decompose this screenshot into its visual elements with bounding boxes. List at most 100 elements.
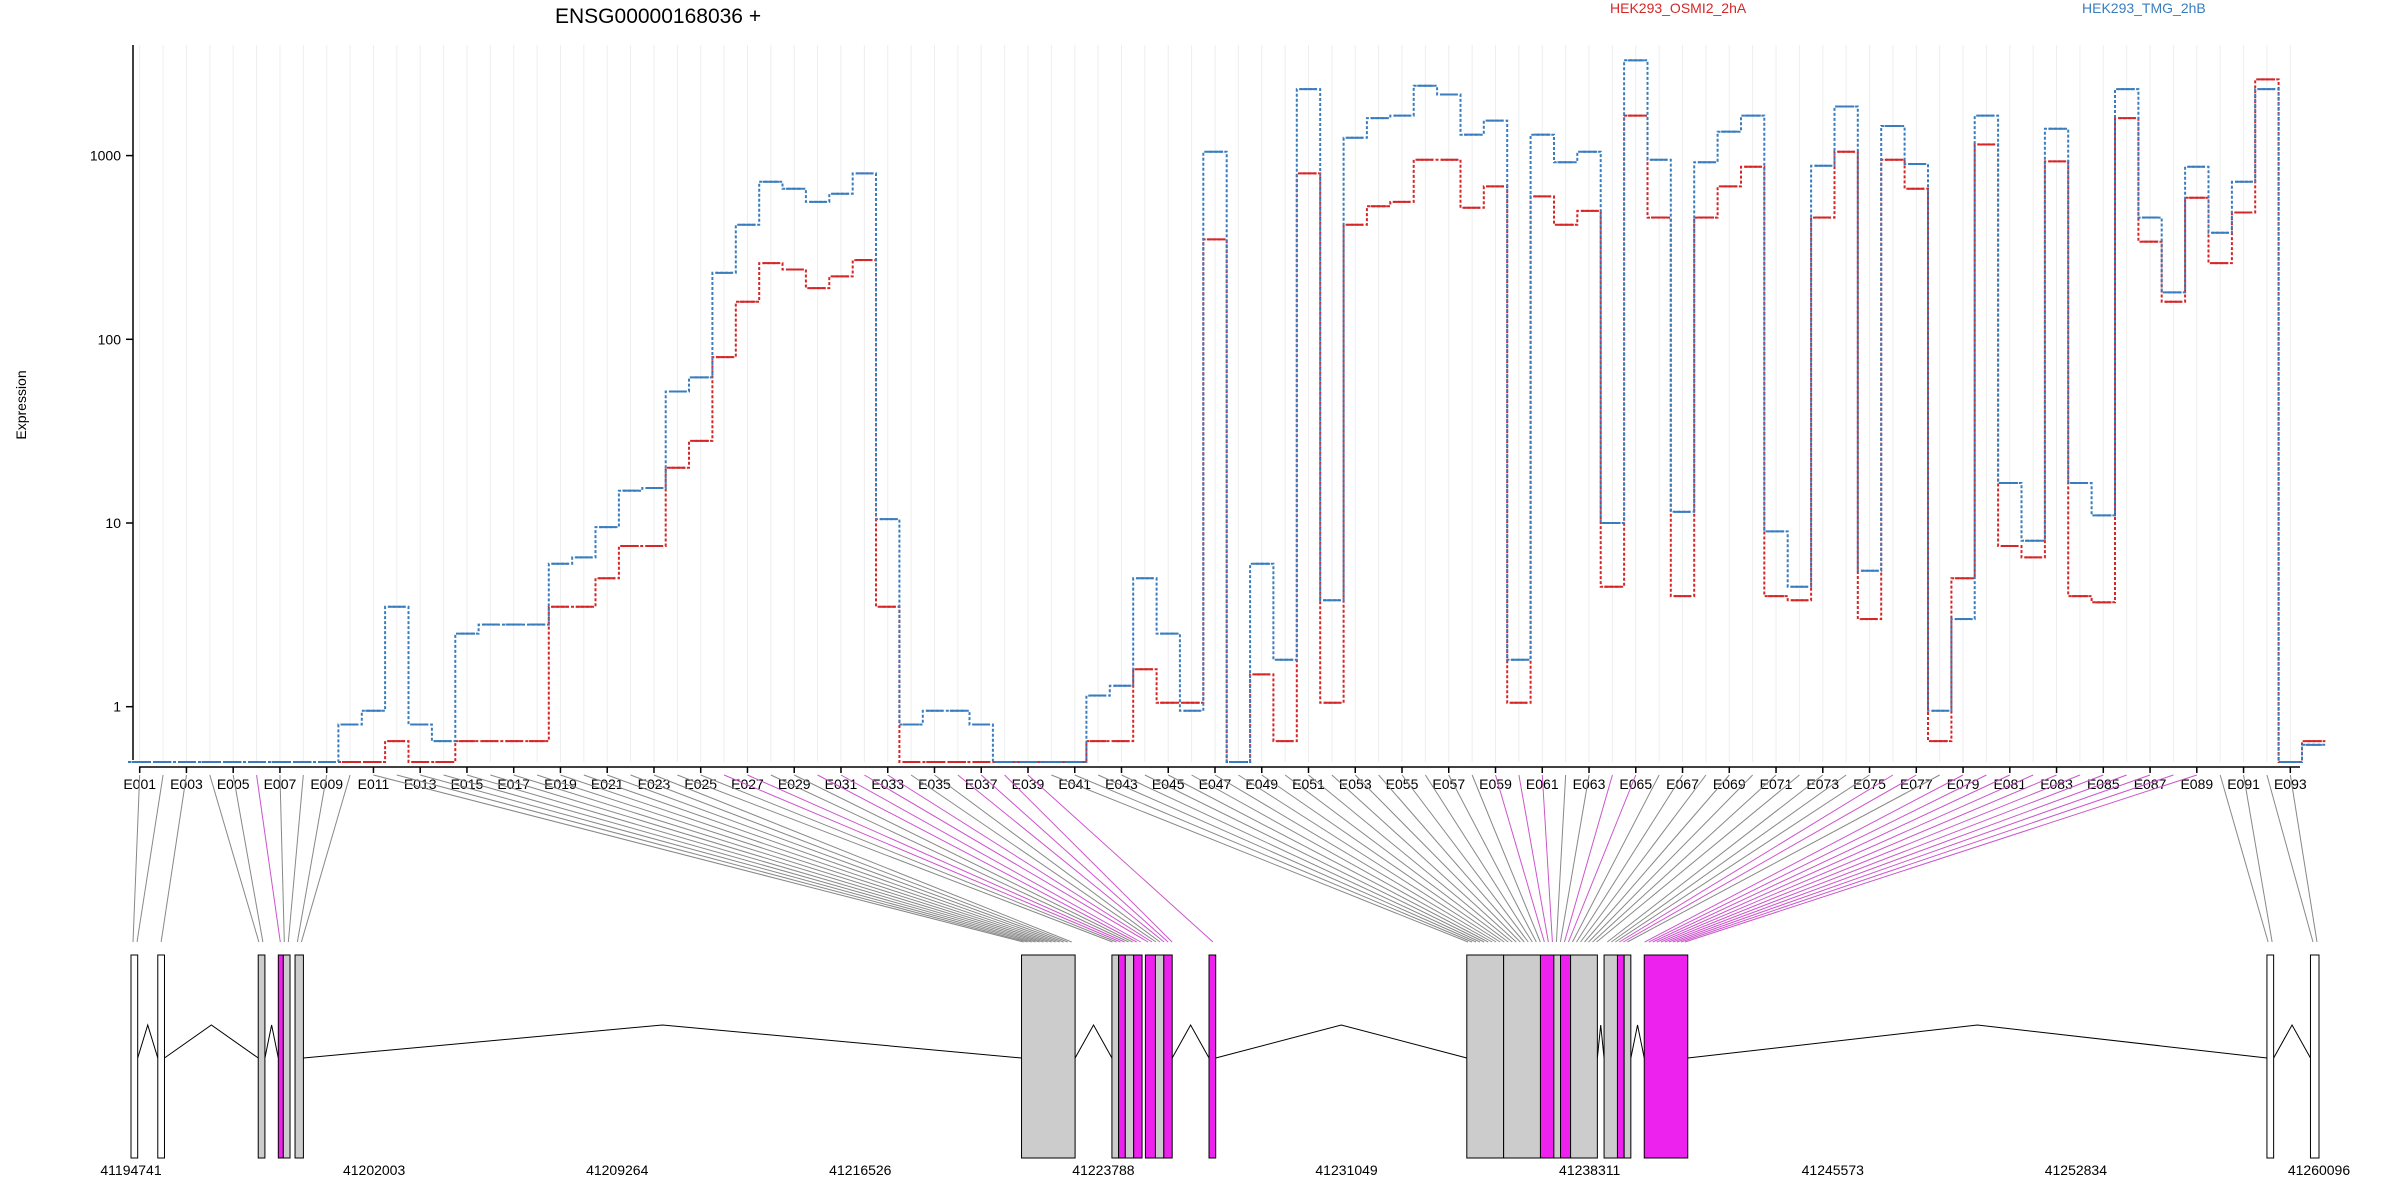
y-tick-label: 1000 bbox=[90, 148, 121, 164]
exon-connector bbox=[1623, 774, 1917, 943]
exon-connector bbox=[630, 774, 1068, 943]
y-tick-label: 1 bbox=[113, 699, 121, 715]
x-tick-label: E059 bbox=[1479, 776, 1512, 792]
exon-connector bbox=[1424, 774, 1533, 943]
x-tick-label: E015 bbox=[451, 776, 484, 792]
exon-connector bbox=[1664, 774, 2081, 943]
x-tick-label: E039 bbox=[1012, 776, 1045, 792]
exon-connector bbox=[443, 774, 1036, 943]
exon-block bbox=[1154, 954, 1165, 1159]
exon-connector bbox=[1555, 774, 1567, 943]
exon-connector bbox=[1308, 774, 1513, 943]
exon-block bbox=[1603, 954, 1618, 1159]
exon-block bbox=[1466, 954, 1505, 1159]
intron-line bbox=[264, 1024, 279, 1059]
exon-connector bbox=[1097, 774, 1477, 943]
x-tick-label: E011 bbox=[358, 776, 390, 792]
intron-line bbox=[1596, 1024, 1605, 1059]
exon-connector bbox=[296, 774, 328, 943]
exon-connector bbox=[232, 774, 264, 943]
x-tick-label: E013 bbox=[404, 776, 437, 792]
exon-connector bbox=[1559, 774, 1590, 943]
exon-connector bbox=[1541, 774, 1553, 943]
exon-connector bbox=[864, 774, 1149, 943]
exon-connector bbox=[1611, 774, 1847, 943]
x-tick-label: E055 bbox=[1386, 776, 1419, 792]
exon-connector bbox=[583, 774, 1060, 943]
exon-connector bbox=[1144, 774, 1485, 943]
exon-connector bbox=[1572, 774, 1660, 943]
exon-connector bbox=[770, 774, 1129, 943]
exon-connector bbox=[1331, 774, 1517, 943]
exon-block bbox=[1208, 954, 1217, 1159]
genomic-coordinate-label: 41238311 bbox=[1559, 1162, 1620, 1178]
exon-connector bbox=[1596, 774, 1800, 943]
y-axis-label: Expression bbox=[13, 370, 29, 439]
x-tick-label: E053 bbox=[1339, 776, 1372, 792]
vertical-grid bbox=[139, 45, 2291, 762]
exon-connector bbox=[840, 774, 1141, 943]
genomic-coordinate-label: 41194741 bbox=[100, 1162, 161, 1178]
exon-block bbox=[1163, 954, 1173, 1159]
exon-block bbox=[130, 954, 139, 1159]
exon-connector bbox=[817, 774, 1137, 943]
y-axis: 1 10 100 1000 bbox=[90, 45, 134, 760]
exon-connector bbox=[1191, 774, 1493, 943]
exon-connector bbox=[1027, 774, 1214, 943]
x-tick-label: E067 bbox=[1666, 776, 1699, 792]
exon-connector bbox=[794, 774, 1133, 943]
x-tick-label: E079 bbox=[1947, 776, 1980, 792]
exon-connector bbox=[420, 774, 1032, 943]
exon-block bbox=[1124, 954, 1135, 1159]
exon-connector bbox=[1615, 774, 1870, 943]
x-tick-label: E073 bbox=[1806, 776, 1839, 792]
x-tick-label: E065 bbox=[1619, 776, 1652, 792]
exon-connector bbox=[1584, 774, 1730, 943]
genomic-coordinate-label: 41216526 bbox=[829, 1162, 892, 1178]
exon-connector bbox=[1627, 774, 1940, 943]
exon-block bbox=[282, 954, 291, 1159]
exon-connector bbox=[209, 774, 260, 943]
genomic-coordinate-label: 41209264 bbox=[586, 1162, 649, 1178]
gene-model bbox=[130, 954, 2320, 1159]
exon-connector bbox=[1676, 774, 2151, 943]
x-tick-label: E049 bbox=[1245, 776, 1278, 792]
exon-connector bbox=[1051, 774, 1469, 943]
intron-line bbox=[164, 1024, 259, 1059]
exon-connector bbox=[723, 774, 1121, 943]
genomic-coordinate-label: 41231049 bbox=[1315, 1162, 1378, 1178]
exon-connector bbox=[1074, 774, 1473, 943]
exon-block bbox=[157, 954, 165, 1159]
exon-connector bbox=[934, 774, 1161, 943]
exon-connector bbox=[513, 774, 1048, 943]
exon-connector bbox=[653, 774, 1072, 943]
exon-connector bbox=[1592, 774, 1777, 943]
exon-block bbox=[257, 954, 266, 1159]
x-tick-label: E051 bbox=[1292, 776, 1325, 792]
intron-line bbox=[137, 1023, 159, 1059]
x-tick-label: E033 bbox=[871, 776, 904, 792]
exon-connector bbox=[1619, 774, 1894, 943]
intron-line bbox=[2273, 1023, 2311, 1059]
exon-connector bbox=[132, 774, 141, 943]
exon-block bbox=[1503, 954, 1541, 1159]
exon-connector bbox=[747, 774, 1125, 943]
x-tick-label: E045 bbox=[1152, 776, 1185, 792]
exon-connector bbox=[700, 774, 1117, 943]
exon-connector bbox=[1495, 774, 1545, 943]
x-tick-label: E035 bbox=[918, 776, 951, 792]
exon-block bbox=[1144, 954, 1156, 1159]
exon-connector bbox=[279, 774, 285, 943]
x-tick-label: E093 bbox=[2274, 776, 2307, 792]
exon-connector bbox=[1563, 774, 1613, 943]
exon-connector bbox=[980, 774, 1169, 943]
exon-block bbox=[1111, 954, 1120, 1159]
genomic-coordinate-label: 41260096 bbox=[2288, 1162, 2351, 1178]
exon-connector bbox=[1606, 774, 1824, 943]
series-line-tmg bbox=[128, 59, 2326, 763]
exon-connector bbox=[1401, 774, 1529, 943]
exon-block bbox=[1560, 954, 1572, 1159]
exon-block bbox=[294, 954, 304, 1159]
exon-connector bbox=[1471, 774, 1541, 943]
x-tick-label: E003 bbox=[170, 776, 203, 792]
